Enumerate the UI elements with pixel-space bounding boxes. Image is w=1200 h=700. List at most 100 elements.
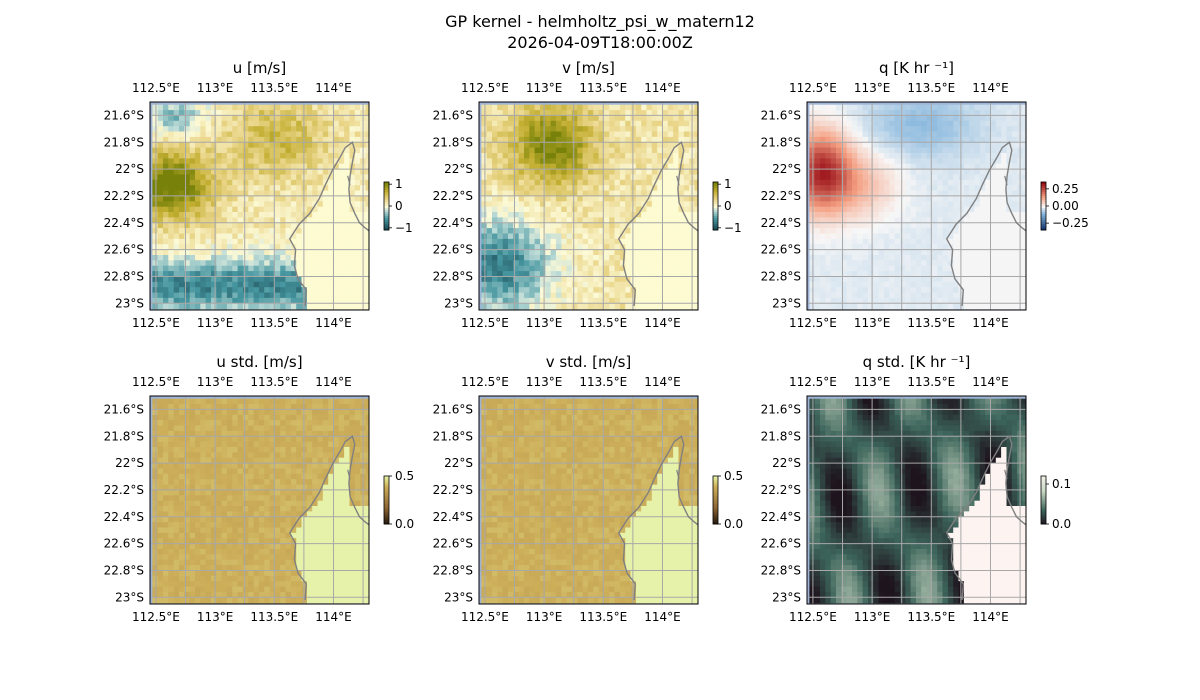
heatmap-cell (301, 217, 308, 224)
heatmap-cell (184, 404, 191, 411)
heatmap-cell (534, 126, 541, 133)
heatmap-cell (280, 169, 287, 176)
heatmap-cell (593, 126, 600, 133)
heatmap-cell (641, 142, 648, 149)
heatmap-cell (497, 233, 504, 240)
heatmap-cell (598, 303, 605, 310)
heatmap-cell (179, 126, 185, 133)
heatmap-cell (841, 271, 848, 278)
heatmap-cell (211, 212, 217, 218)
heatmap-cell (883, 126, 890, 133)
heatmap-cell (678, 179, 685, 186)
colorbar-segment (1041, 184, 1046, 187)
heatmap-cell (269, 190, 276, 197)
heatmap-cell (264, 217, 271, 224)
heatmap-cell (216, 287, 223, 294)
heatmap-cell (651, 238, 658, 245)
heatmap-cell (894, 217, 901, 224)
heatmap-cell (635, 185, 642, 192)
heatmap-cell (486, 153, 493, 159)
heatmap-cell (614, 115, 621, 122)
heatmap-cell (168, 249, 175, 256)
heatmap-cell (667, 281, 674, 288)
heatmap-cell (873, 110, 880, 117)
heatmap-cell (328, 265, 335, 272)
heatmap-cell (905, 163, 912, 170)
heatmap-cell (873, 195, 880, 202)
heatmap-cell (200, 217, 207, 224)
heatmap-cell (836, 260, 842, 267)
heatmap-cell (830, 158, 837, 165)
heatmap-cell (317, 271, 324, 278)
heatmap-cell (226, 287, 233, 294)
heatmap-cell (958, 233, 965, 240)
heatmap-cell (211, 115, 217, 122)
heatmap-cell (657, 142, 664, 149)
heatmap-cell (216, 120, 223, 127)
heatmap-cell (344, 271, 350, 278)
heatmap-cell (931, 303, 938, 310)
heatmap-cell (211, 190, 217, 197)
heatmap-cell (264, 238, 271, 245)
heatmap-cell (1022, 174, 1026, 181)
heatmap-cell (195, 120, 201, 127)
heatmap-cell (555, 120, 562, 127)
heatmap-cell (365, 404, 369, 411)
heatmap-cell (561, 201, 568, 208)
heatmap-cell (619, 228, 626, 235)
heatmap-cell (524, 158, 530, 165)
heatmap-cell (290, 136, 297, 143)
heatmap-cell (232, 201, 239, 208)
heatmap-cell (995, 115, 1002, 122)
heatmap-cell (614, 281, 621, 288)
heatmap-cell (814, 147, 821, 154)
heatmap-cell (577, 222, 584, 229)
heatmap-cell (942, 233, 949, 240)
heatmap-cell (534, 303, 541, 310)
heatmap-cell (497, 120, 504, 127)
heatmap-cell (545, 276, 552, 283)
heatmap-cell (979, 244, 986, 251)
heatmap-cell (809, 131, 816, 138)
heatmap-cell (905, 276, 912, 283)
heatmap-cell (540, 174, 546, 181)
heatmap-cell (947, 255, 954, 261)
heatmap-cell (349, 276, 356, 283)
heatmap-cell (942, 276, 949, 283)
heatmap-cell (492, 136, 498, 143)
heatmap-cell (841, 158, 848, 165)
heatmap-cell (846, 190, 853, 197)
heatmap-cell (694, 297, 698, 304)
heatmap-cell (232, 244, 239, 251)
colorbar-segment (713, 210, 718, 213)
heatmap-cell (486, 265, 493, 272)
heatmap-cell (825, 174, 832, 181)
heatmap-cell (242, 260, 249, 267)
heatmap-cell (242, 115, 249, 122)
heatmap-cell (354, 260, 361, 267)
heatmap-cell (344, 238, 350, 245)
heatmap-cell (958, 104, 965, 111)
heatmap-cell (974, 110, 981, 117)
heatmap-cell (534, 265, 541, 272)
heatmap-cell (285, 238, 292, 245)
heatmap-cell (603, 142, 610, 149)
heatmap-cell (603, 147, 610, 154)
heatmap-cell (184, 281, 191, 288)
heatmap-cell (673, 126, 679, 133)
heatmap-cell (258, 260, 265, 267)
heatmap-cell (179, 260, 185, 267)
heatmap-cell (157, 136, 164, 143)
heatmap-cell (593, 185, 600, 192)
heatmap-cell (953, 169, 960, 176)
heatmap-cell (830, 115, 837, 122)
heatmap-cell (274, 169, 281, 176)
heatmap-cell (974, 292, 981, 299)
heatmap-cell (502, 131, 509, 138)
heatmap-cell (582, 110, 589, 117)
colorbar-segment (1041, 182, 1046, 185)
heatmap-cell (630, 104, 637, 111)
heatmap-cell (1006, 136, 1013, 143)
heatmap-cell (830, 281, 837, 288)
heatmap-cell (862, 190, 869, 197)
